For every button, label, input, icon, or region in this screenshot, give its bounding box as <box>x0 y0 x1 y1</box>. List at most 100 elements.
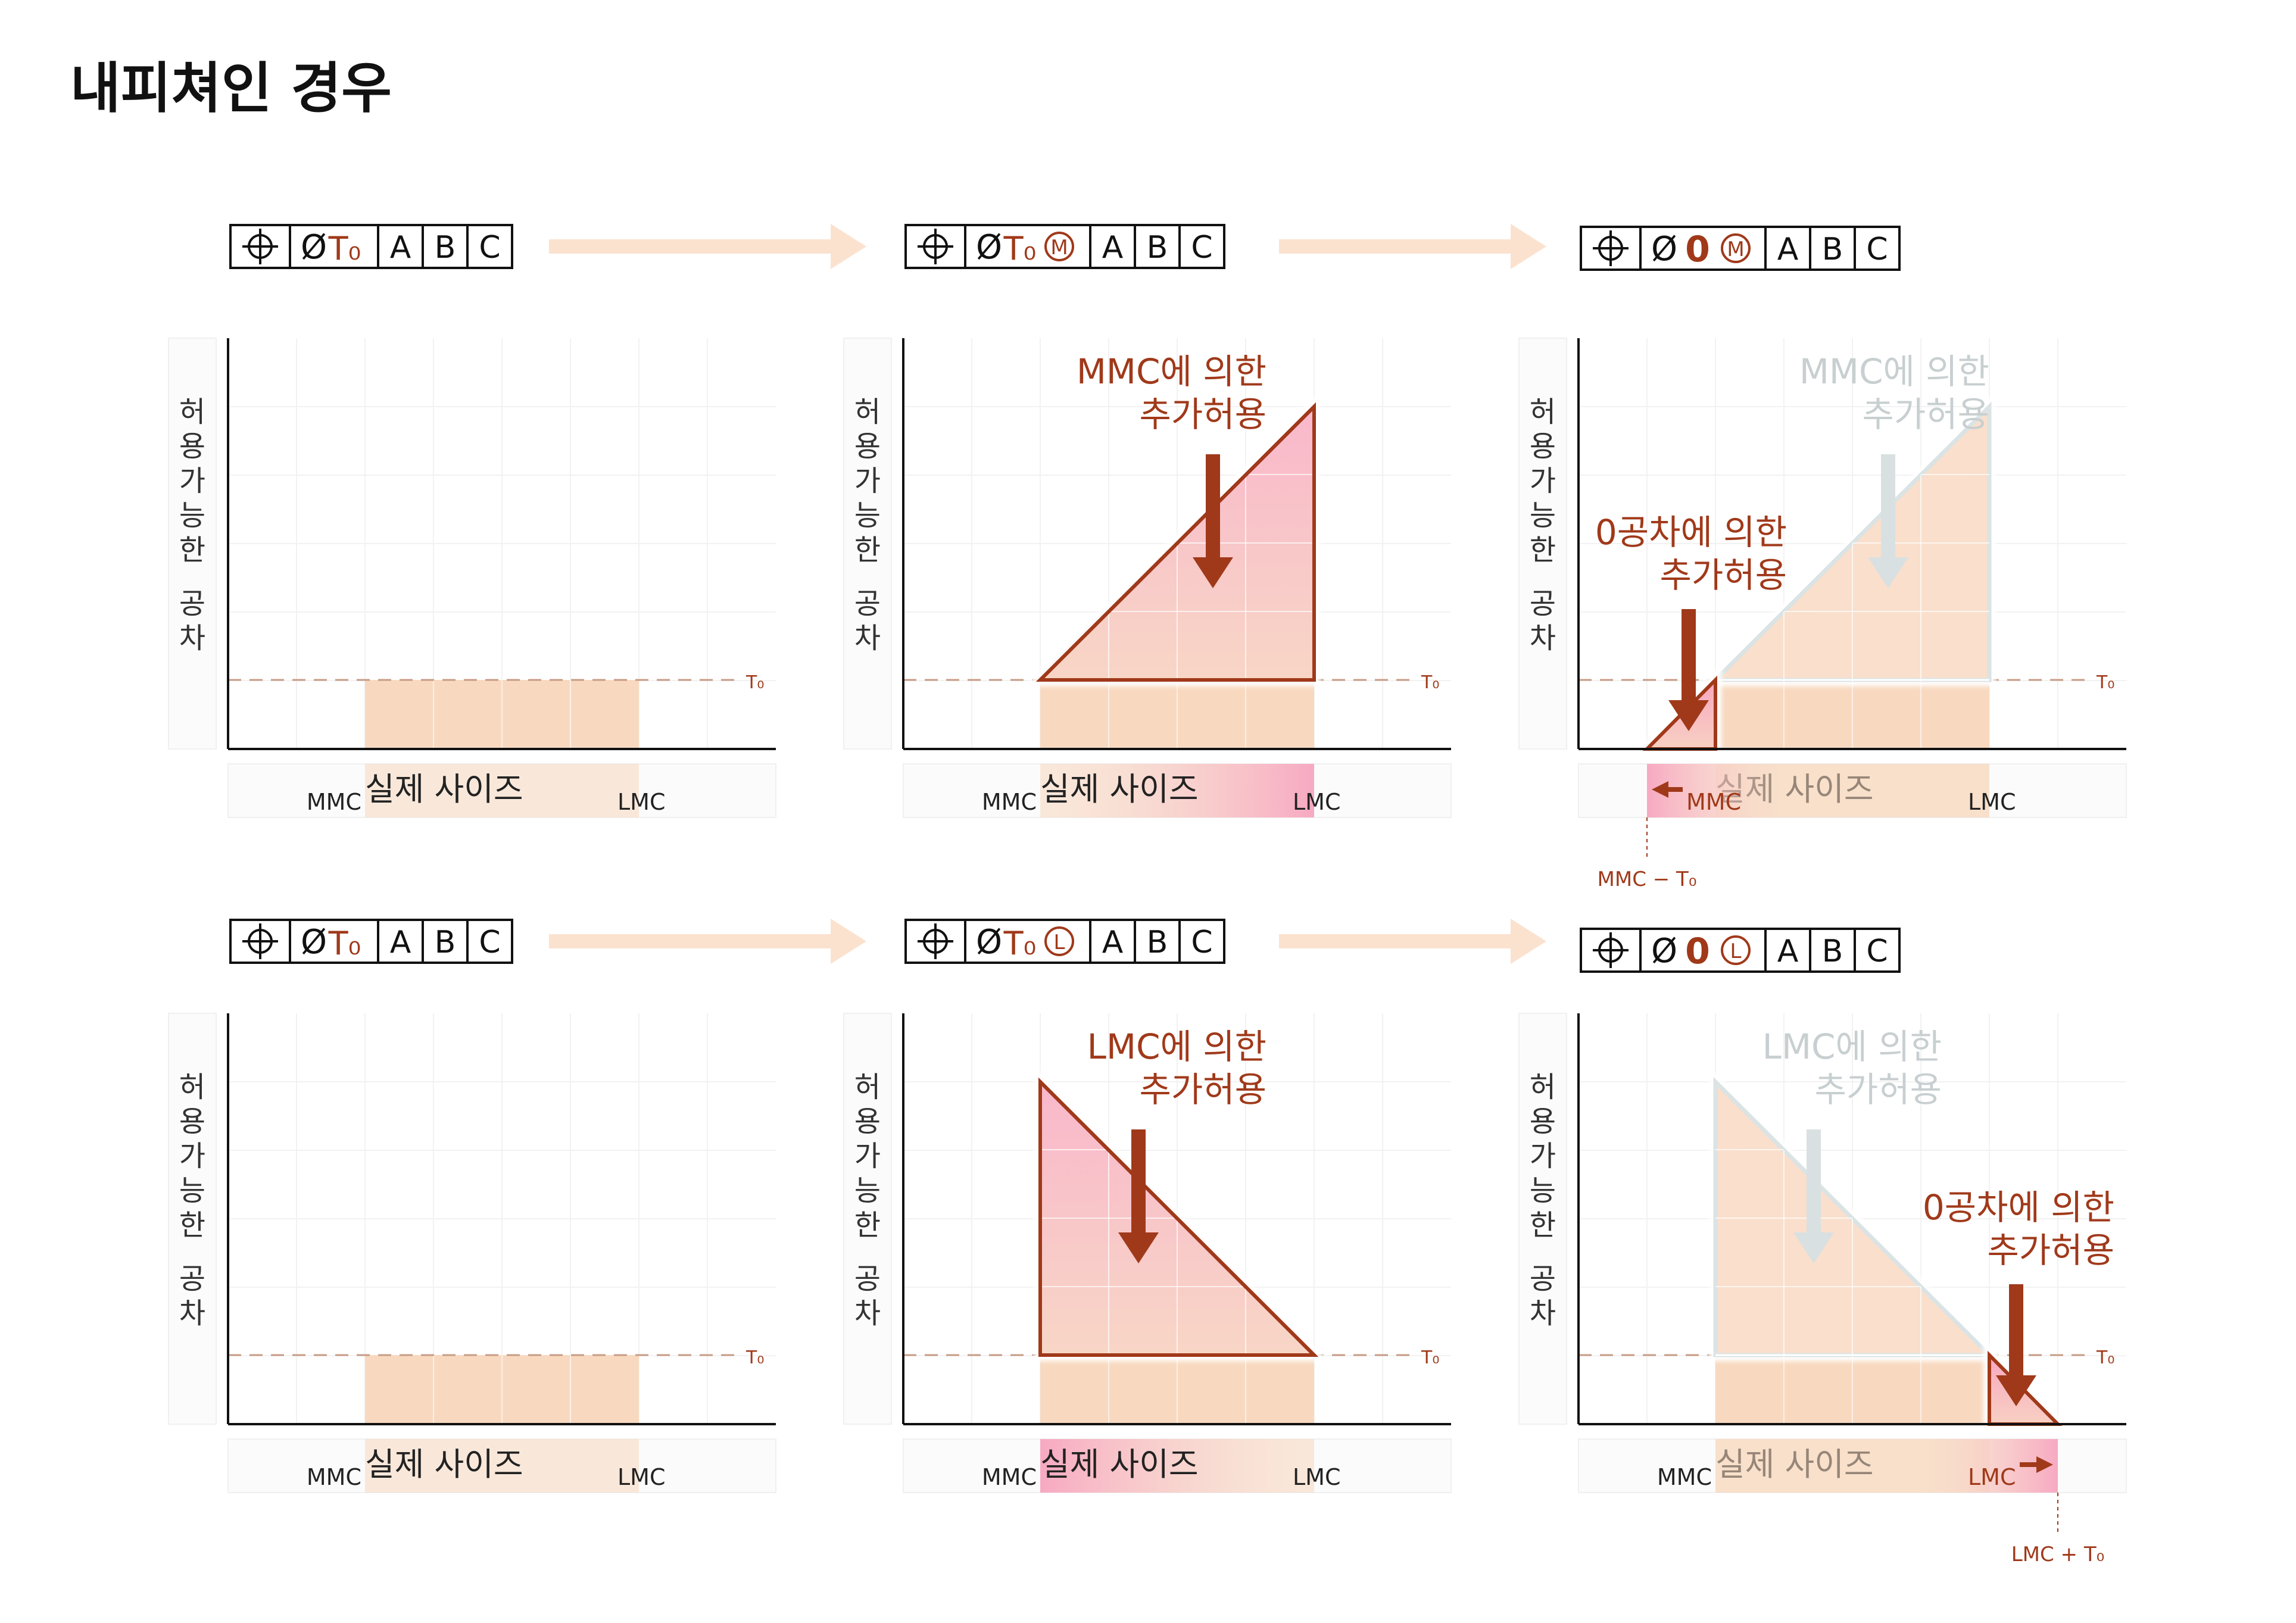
mmc-label: MMC <box>307 1464 361 1490</box>
y-axis-char <box>863 1226 872 1260</box>
y-axis-char <box>188 1226 196 1260</box>
fcf-frame <box>904 224 1225 269</box>
y-axis-char: 차 <box>1530 1297 1556 1330</box>
x-axis-label: 실제 사이즈 <box>365 770 523 808</box>
datum-b: B <box>1147 925 1168 960</box>
y-axis-char <box>1538 1226 1547 1260</box>
datum-a: A <box>390 230 411 266</box>
y-axis-char: 차 <box>179 622 205 655</box>
flow-arrow-shaft <box>549 934 831 948</box>
datum-a: A <box>1102 925 1124 960</box>
t0-label: T₀ <box>2096 672 2114 693</box>
y-axis-char <box>863 551 872 585</box>
mmc-bonus-arrow-head <box>1193 557 1233 588</box>
mmc-minus-t0-label: MMC − T₀ <box>1598 867 1697 891</box>
t0-label: T₀ <box>2096 1347 2114 1368</box>
feature-control-frame: Ø T₀ A B C <box>229 224 513 269</box>
ghost-annotation-line2: 추가허용 <box>1815 1069 1942 1110</box>
y-axis-char: 한 <box>854 533 881 567</box>
y-axis-char <box>1538 551 1547 585</box>
modifier-letter: M <box>1727 238 1744 261</box>
diameter-symbol: Ø <box>301 923 327 962</box>
arrow-right-shaft <box>2020 1462 2038 1467</box>
y-axis-char: 한 <box>179 1209 205 1242</box>
modifier-circle <box>1044 926 1074 956</box>
y-axis-char: 공 <box>854 1262 881 1296</box>
y-axis-char: 가 <box>1530 1140 1556 1173</box>
zero-bonus-arrow-head <box>1668 700 1709 731</box>
ghost-annotation-line2: 추가허용 <box>1863 394 1989 435</box>
fcf-frame <box>1580 226 1901 271</box>
lmc-bonus-arrow-head <box>1118 1232 1159 1263</box>
ghost-arrow-head <box>1868 557 1908 588</box>
flow-arrow-head <box>1511 919 1546 964</box>
y-label-box <box>1518 338 1567 750</box>
y-axis-char: 용 <box>1530 1105 1556 1138</box>
datum-c: C <box>479 925 500 960</box>
y-axis-char: 차 <box>1530 622 1556 655</box>
flow-arrow-shaft <box>1279 934 1511 948</box>
y-axis-char: 능 <box>179 1174 205 1207</box>
y-axis-char: 능 <box>854 1174 881 1207</box>
mmc-bonus-annotation-line2: 추가허용 <box>1140 394 1266 435</box>
flow-arrow <box>549 224 866 269</box>
datum-b: B <box>435 230 456 266</box>
arrow-left-shaft <box>1667 787 1683 792</box>
size-band <box>365 764 639 817</box>
t0-label: T₀ <box>1421 672 1439 693</box>
arrow-right-icon <box>2036 1456 2053 1473</box>
feature-control-frame: Ø T₀ L A B C <box>904 919 1225 964</box>
modifier-circle <box>1721 935 1751 965</box>
y-axis-char: 허 <box>1530 1070 1556 1104</box>
lmc-bonus-annotation-line1: LMC에 의한 <box>1087 1026 1266 1067</box>
size-band <box>365 1439 639 1493</box>
ghost-arrow-shaft <box>1807 1129 1821 1234</box>
datum-b: B <box>1147 230 1168 266</box>
tolerance-value: T₀ <box>1003 230 1037 267</box>
lmc-bonus-arrow-shaft <box>1131 1129 1146 1234</box>
y-axis-char: 허 <box>854 1070 881 1104</box>
y-axis-char: 공 <box>179 587 205 620</box>
diameter-symbol: Ø <box>301 228 327 267</box>
y-label-box <box>168 1013 217 1425</box>
position-crosshair-icon <box>1593 230 1629 266</box>
modifier-letter: M <box>1050 236 1068 260</box>
y-axis-char: 가 <box>854 464 881 498</box>
position-crosshair-icon <box>242 923 278 959</box>
y-axis-char: 능 <box>179 499 205 532</box>
tolerance-value: T₀ <box>328 925 361 962</box>
datum-a: A <box>1102 230 1124 266</box>
lmc-label: LMC <box>1968 1464 2016 1490</box>
datum-b: B <box>1822 232 1843 267</box>
size-band-pink <box>1040 1439 1314 1493</box>
y-axis-char: 한 <box>854 1209 881 1242</box>
y-axis-char: 허 <box>179 1070 205 1104</box>
datum-b: B <box>1822 934 1843 969</box>
tolerance-value: T₀ <box>328 230 361 267</box>
y-axis-char: 차 <box>179 1297 205 1330</box>
x-axis-label: 실제 사이즈 <box>365 1446 523 1483</box>
diameter-symbol: Ø <box>1651 230 1677 269</box>
flow-arrow-head <box>1511 224 1546 269</box>
bonus-triangle-outline <box>1038 1077 1319 1357</box>
y-axis-char: 허 <box>1530 395 1556 429</box>
y-axis-char: 한 <box>179 533 205 567</box>
flow-arrow-head <box>831 224 866 269</box>
y-axis-char: 한 <box>1530 533 1556 567</box>
ghost-annotation-line1: LMC에 의한 <box>1762 1026 1942 1067</box>
datum-a: A <box>1777 232 1799 267</box>
flow-arrow-shaft <box>549 239 831 254</box>
lmc-label: LMC <box>617 789 666 815</box>
zero-bonus-arrow-head <box>1996 1375 2036 1406</box>
mmc-label: MMC <box>1657 1464 1712 1490</box>
fcf-frame <box>229 919 513 964</box>
t0-label: T₀ <box>745 1347 764 1368</box>
y-axis-char: 차 <box>854 622 881 655</box>
